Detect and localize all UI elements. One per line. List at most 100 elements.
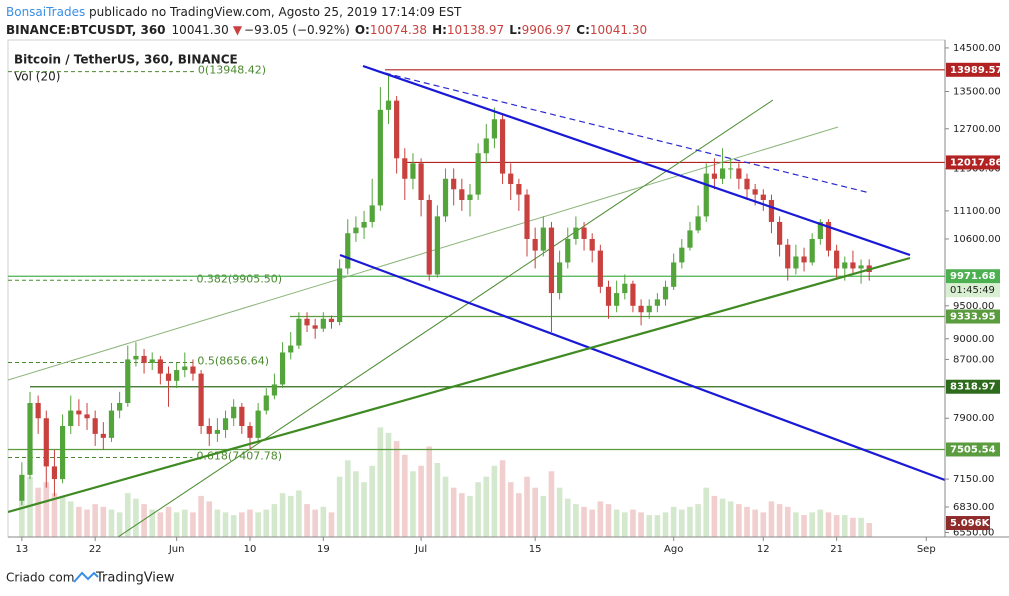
volume-bar <box>369 465 376 537</box>
x-tick-label: Jul <box>414 544 427 555</box>
axes: 14500.0013500.0012700.0011900.0011100.00… <box>15 43 1002 555</box>
x-tick-label: 21 <box>830 544 843 555</box>
volume-bar <box>157 512 164 537</box>
candle-body <box>255 410 261 438</box>
candle-body <box>679 247 685 263</box>
volume-layer <box>19 427 873 537</box>
candle-body <box>719 168 726 179</box>
candle-body <box>394 100 400 159</box>
arrow: ▼ <box>233 23 243 37</box>
volume-bar <box>662 512 669 537</box>
volume-tag <box>946 516 990 531</box>
volume-bar <box>744 506 750 537</box>
volume-bar <box>312 509 318 537</box>
candle-body <box>817 221 823 239</box>
candle-body <box>353 227 359 234</box>
y-tick-label: 8700.00 <box>953 354 994 365</box>
candle-body <box>92 418 98 434</box>
volume-bar <box>418 465 424 537</box>
support-line <box>8 256 911 514</box>
candle-body <box>695 216 701 231</box>
trend-line <box>117 99 774 537</box>
ohlc-key: L: <box>509 23 521 37</box>
candle-body <box>630 283 636 306</box>
channel-line <box>339 253 945 482</box>
candle-body <box>51 466 58 480</box>
volume-bar <box>377 427 384 537</box>
level-tag-label: 9333.95 <box>950 312 996 323</box>
volume-bar <box>540 495 547 537</box>
volume-bar <box>116 512 123 537</box>
volume-bar <box>687 506 693 537</box>
candle-body <box>581 227 587 239</box>
countdown-tag <box>946 283 1000 298</box>
candle-body <box>711 173 718 179</box>
candle-body <box>157 359 163 374</box>
candle-body <box>434 216 440 275</box>
ohlc-value: 9906.97 <box>522 23 572 37</box>
volume-bar <box>703 487 710 537</box>
volume-bar <box>353 471 359 537</box>
x-tick-label: 13 <box>15 544 28 555</box>
x-tick-label: 15 <box>529 544 542 555</box>
volume-bar <box>483 476 490 537</box>
volume-bar <box>51 493 58 537</box>
volume-tag-label: 5.096K <box>950 518 991 529</box>
candle-body <box>540 227 546 251</box>
candle-body <box>231 406 237 419</box>
volume-bar <box>222 512 229 537</box>
volume-bar <box>736 504 742 537</box>
x-tick-label: Sep <box>917 544 936 555</box>
volume-bar <box>532 487 538 537</box>
candle-body <box>548 227 555 294</box>
candle-body <box>59 426 66 480</box>
volume-bar <box>491 465 498 537</box>
candle-body <box>206 426 212 434</box>
ohlc-value: 10041.30 <box>590 23 647 37</box>
y-tick-label: 12700.00 <box>953 124 1001 135</box>
volume-bar <box>467 495 473 537</box>
volume-bar <box>752 509 758 537</box>
footer-brand[interactable]: TradingView <box>95 571 175 586</box>
candle-body <box>768 199 775 222</box>
candle-body <box>475 153 481 195</box>
level-tag <box>946 269 1000 284</box>
drawings <box>8 72 871 537</box>
published: publicado no TradingView.com, Agosto 25,… <box>85 5 462 19</box>
level-tag-label: 13989.57 <box>950 65 1003 76</box>
candle-body <box>842 262 848 269</box>
volume-bar <box>450 487 457 537</box>
volume-bar <box>548 471 555 537</box>
ohlc-key: C: <box>576 23 590 37</box>
candle-body <box>222 418 229 430</box>
footer-text: Criado com <box>6 571 74 585</box>
y-tick-label: 11100.00 <box>953 206 1001 217</box>
y-tick-label: 10600.00 <box>953 234 1001 245</box>
candle-body <box>279 352 286 385</box>
candle-body <box>565 238 571 263</box>
author[interactable]: BonsaiTrades <box>6 5 85 19</box>
candle-body <box>524 194 530 239</box>
candle-body <box>271 384 278 396</box>
candle-body <box>703 173 709 217</box>
volume-bar <box>760 512 767 537</box>
volume-bar <box>564 498 571 537</box>
volume-bar <box>328 512 335 537</box>
volume-bar <box>459 493 465 537</box>
x-tick-label: Jun <box>168 544 185 555</box>
volume-bar <box>776 504 783 537</box>
volume-bar <box>149 509 156 537</box>
fib-label: 0.5(8656.64) <box>197 354 269 367</box>
candle-body <box>418 163 424 200</box>
volume-bar <box>784 506 791 537</box>
candle-body <box>491 119 498 139</box>
candle-body <box>858 265 864 269</box>
candle-body <box>296 318 302 346</box>
channel-line <box>362 64 911 257</box>
level-tag-label: 8318.97 <box>950 382 996 393</box>
fib-label: 0.382(9905.50) <box>196 272 282 285</box>
last: 10041.30 <box>172 23 229 37</box>
y-tick-label: 9000.00 <box>953 334 994 345</box>
candle-body <box>214 429 220 434</box>
volume-bar <box>670 506 677 537</box>
